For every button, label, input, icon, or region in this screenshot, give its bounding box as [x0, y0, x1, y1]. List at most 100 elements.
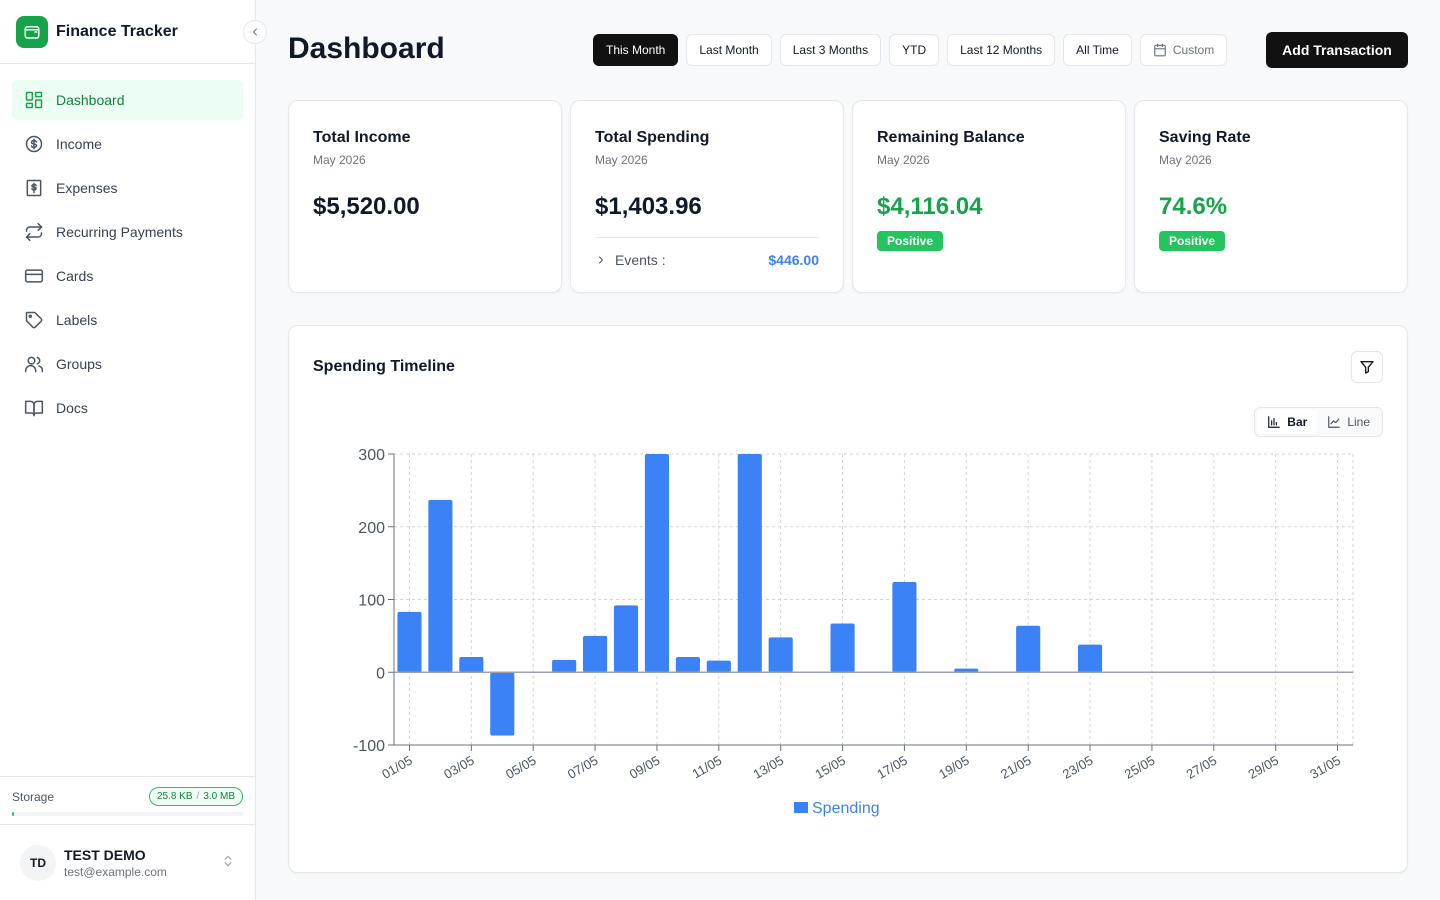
- sidebar-item-dashboard[interactable]: Dashboard: [12, 80, 243, 120]
- remaining-balance-card: Remaining Balance May 2026 $4,116.04 Pos…: [852, 100, 1126, 293]
- spending-timeline-card: Spending Timeline Bar Line -100 0 100 200 30…: [288, 325, 1408, 873]
- user-email: test@example.com: [64, 864, 167, 879]
- sidebar-item-docs[interactable]: Docs: [12, 388, 243, 428]
- x-tick-label: 11/05: [689, 753, 724, 782]
- tag-icon: [24, 310, 44, 330]
- x-tick-label: 27/05: [1184, 753, 1220, 782]
- storage-progress-fill: [12, 812, 15, 816]
- sidebar-item-labels[interactable]: Labels: [12, 300, 243, 340]
- total-spending-card: Total Spending May 2026 $1,403.96 Events…: [570, 100, 844, 293]
- events-value: $446.00: [768, 252, 819, 268]
- card-title: Saving Rate: [1159, 129, 1251, 146]
- card-title: Remaining Balance: [877, 129, 1025, 146]
- y-tick-label: -100: [353, 738, 385, 755]
- x-tick-label: 29/05: [1245, 753, 1281, 782]
- dashboard-icon: [24, 90, 44, 110]
- chart-bar: [552, 659, 577, 673]
- bar-view-label: Bar: [1287, 415, 1308, 429]
- sidebar-item-label: Docs: [56, 400, 88, 416]
- chart-bar: [892, 582, 917, 673]
- user-name: TEST DEMO: [64, 846, 146, 863]
- chart-bar: [1077, 644, 1103, 673]
- sidebar-nav: Dashboard Income Expenses Recurring Paym…: [0, 64, 255, 448]
- range-last-month-button[interactable]: Last Month: [686, 34, 772, 66]
- brand-header: Finance Tracker: [0, 0, 267, 64]
- chart-bar: [583, 635, 608, 673]
- chart-bar: [675, 656, 700, 673]
- storage-separator: /: [196, 791, 200, 802]
- chart-bar: [954, 668, 979, 673]
- sidebar: Finance Tracker Dashboard Income Expense…: [0, 0, 267, 900]
- storage-label: Storage: [12, 789, 55, 804]
- range-all-time-button[interactable]: All Time: [1063, 34, 1132, 66]
- card-period: May 2026: [877, 153, 930, 167]
- x-tick-label: 15/05: [812, 753, 848, 782]
- sidebar-item-label: Labels: [56, 312, 98, 328]
- x-tick-label: 13/05: [751, 753, 787, 782]
- chart-view-toggle: Bar Line: [1254, 407, 1383, 437]
- y-tick-label: 0: [376, 665, 385, 682]
- x-tick-label: 23/05: [1060, 753, 1096, 782]
- range-last-3-months-button[interactable]: Last 3 Months: [779, 34, 882, 66]
- page-title: Dashboard: [288, 32, 445, 65]
- status-badge: Positive: [877, 231, 944, 251]
- range-custom-label: Custom: [1172, 43, 1215, 57]
- collapse-sidebar-button[interactable]: [243, 20, 267, 44]
- line-chart-icon: [1327, 415, 1341, 429]
- events-expand-row[interactable]: Events : $446.00: [595, 252, 819, 268]
- range-custom-button[interactable]: Custom: [1139, 34, 1228, 66]
- range-last-12-months-button[interactable]: Last 12 Months: [947, 34, 1056, 66]
- bar-chart-icon: [1267, 415, 1281, 429]
- bar-view-button[interactable]: Bar: [1257, 410, 1318, 434]
- x-tick-label: 09/05: [627, 753, 663, 782]
- chart-bar: [397, 611, 422, 673]
- range-ytd-button[interactable]: YTD: [889, 34, 940, 66]
- chart-bar: [768, 637, 793, 673]
- sidebar-item-recurring-payments[interactable]: Recurring Payments: [12, 212, 243, 252]
- x-tick-label: 17/05: [874, 753, 910, 782]
- chevron-left-icon: [253, 28, 257, 36]
- y-tick-label: 300: [358, 447, 385, 464]
- sidebar-item-label: Cards: [56, 268, 94, 284]
- x-tick-label: 31/05: [1307, 753, 1343, 782]
- total-income-card: Total Income May 2026 $5,520.00: [288, 100, 562, 293]
- sidebar-item-expenses[interactable]: Expenses: [12, 168, 243, 208]
- legend-swatch: [794, 802, 808, 813]
- line-view-label: Line: [1347, 415, 1370, 429]
- x-tick-label: 01/05: [379, 753, 415, 782]
- chart-bar: [459, 656, 484, 673]
- sidebar-item-income[interactable]: Income: [12, 124, 243, 164]
- chart-bar: [644, 454, 670, 673]
- x-tick-label: 25/05: [1122, 753, 1158, 782]
- sidebar-item-label: Groups: [56, 356, 102, 372]
- x-tick-label: 19/05: [936, 753, 972, 782]
- date-range-selector: This Month Last Month Last 3 Months YTD …: [593, 34, 1228, 66]
- card-title: Total Income: [313, 129, 411, 146]
- add-transaction-button[interactable]: Add Transaction: [1266, 32, 1408, 68]
- chart-bar: [490, 672, 515, 736]
- dollar-circle-icon: [24, 134, 44, 154]
- wallet-icon: [16, 15, 48, 48]
- range-this-month-button[interactable]: This Month: [593, 34, 679, 66]
- chevrons-up-down-icon: [221, 853, 235, 874]
- card-period: May 2026: [313, 153, 366, 167]
- filter-button[interactable]: [1351, 351, 1383, 383]
- user-menu[interactable]: TD TEST DEMO test@example.com: [0, 824, 255, 900]
- sidebar-item-cards[interactable]: Cards: [12, 256, 243, 296]
- sidebar-item-label: Income: [56, 136, 102, 152]
- storage-used: 25.8 KB: [156, 791, 193, 802]
- card-value: 74.6%: [1159, 193, 1228, 220]
- chart-bar: [1016, 625, 1041, 673]
- storage-total: 3.0 MB: [203, 791, 235, 802]
- avatar: TD: [20, 844, 56, 881]
- sidebar-item-label: Dashboard: [56, 92, 125, 108]
- line-view-button[interactable]: Line: [1317, 410, 1380, 434]
- chart-bar: [706, 660, 731, 673]
- filter-icon: [1360, 361, 1374, 374]
- card-period: May 2026: [595, 153, 648, 167]
- repeat-icon: [24, 222, 44, 242]
- app-name: Finance Tracker: [56, 22, 178, 40]
- sidebar-item-groups[interactable]: Groups: [12, 344, 243, 384]
- y-tick-label: 200: [358, 520, 385, 537]
- chart-bar: [428, 499, 453, 673]
